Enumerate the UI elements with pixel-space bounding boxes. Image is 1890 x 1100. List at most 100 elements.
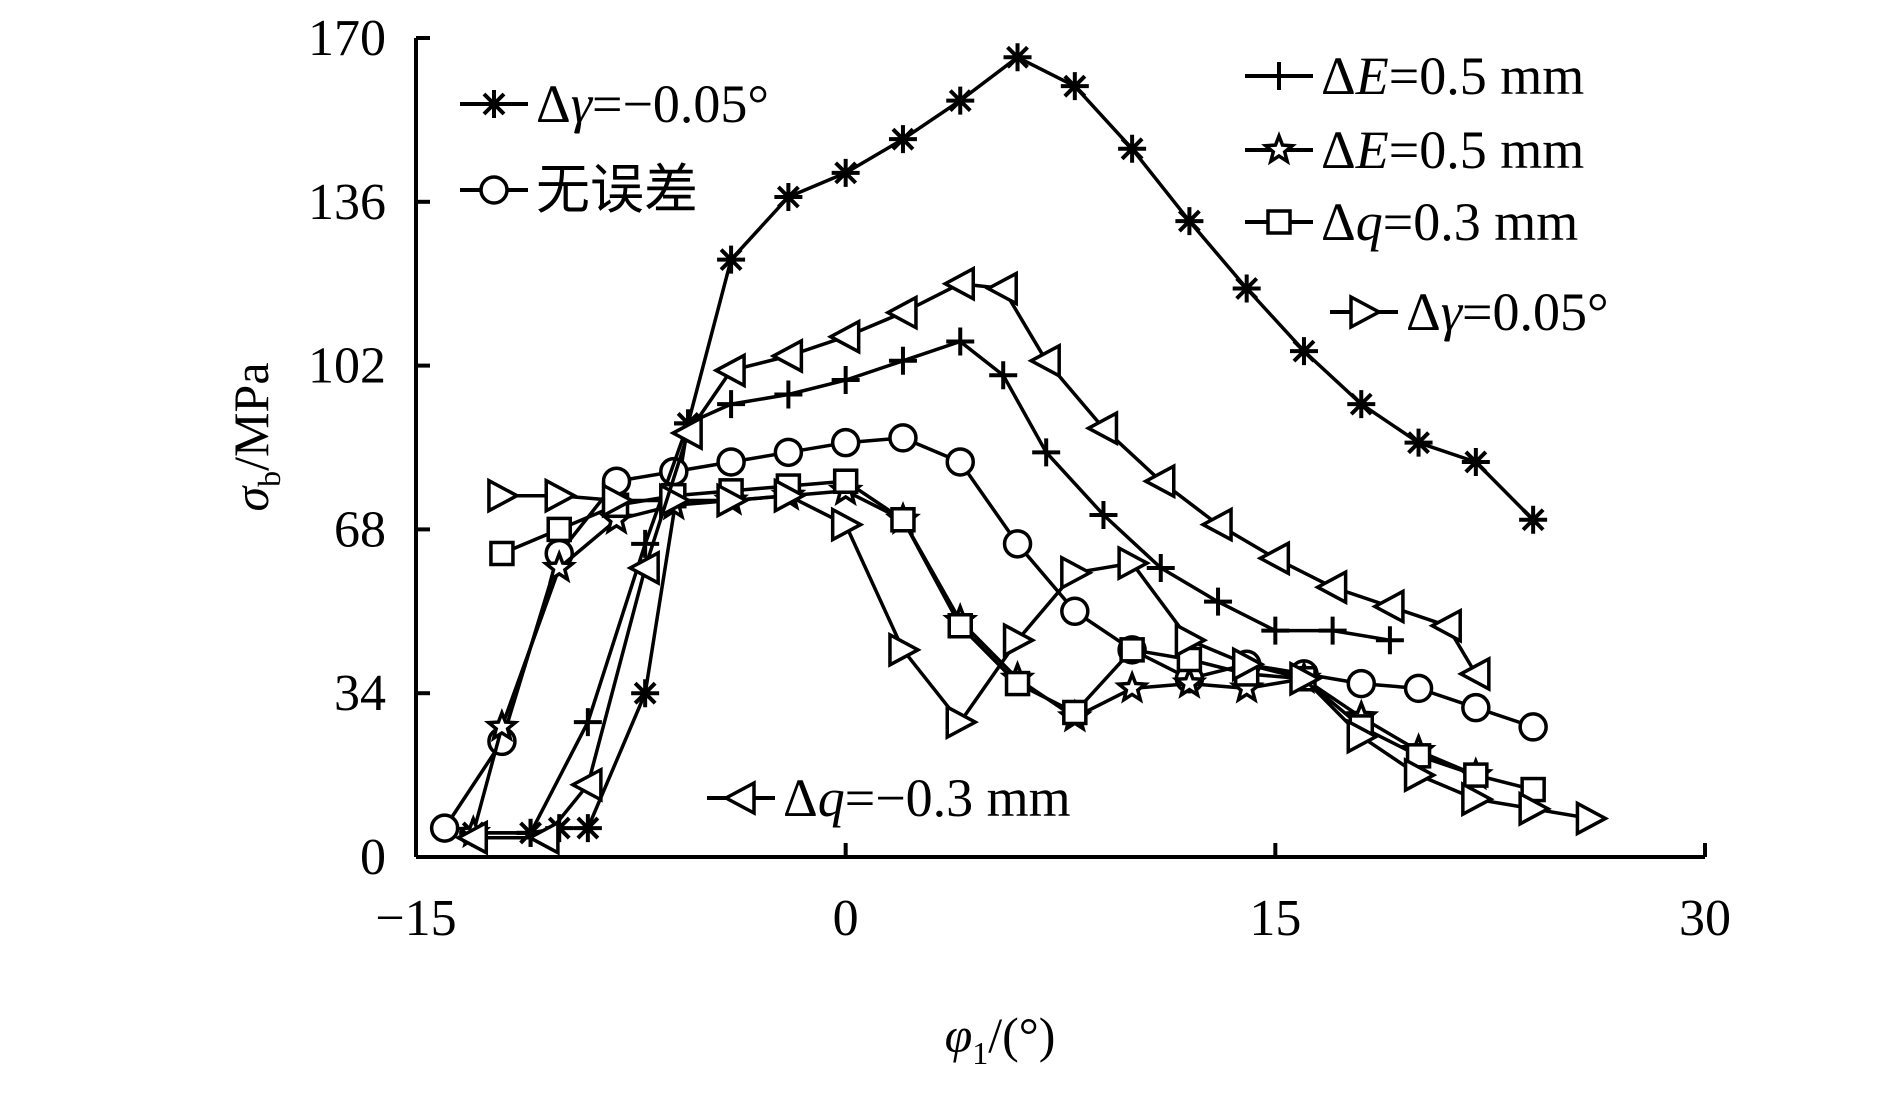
legend-entry: Δγ=−0.05° <box>460 74 769 134</box>
data-point <box>1084 410 1119 447</box>
data-point <box>1171 664 1208 699</box>
data-point <box>831 158 860 187</box>
data-point <box>1261 616 1290 645</box>
data-point <box>1463 762 1489 788</box>
y-tick-label: 102 <box>308 338 386 395</box>
legend-label: Δγ=−0.05° <box>536 74 769 134</box>
data-point <box>1347 390 1376 419</box>
data-point <box>890 507 916 533</box>
data-point <box>1518 712 1548 742</box>
data-point <box>1003 43 1032 72</box>
data-point <box>1089 500 1118 529</box>
data-point <box>1027 342 1061 379</box>
legend: Δγ=−0.05° 无误差 ΔE=0.5 mm ΔE=0.5 mm Δq=0.3 mm Δ… <box>460 46 1609 828</box>
data-point <box>773 437 804 468</box>
data-point <box>946 327 975 356</box>
data-point <box>769 338 804 374</box>
data-point <box>1318 616 1347 645</box>
data-point <box>1461 781 1495 818</box>
data-point <box>541 548 578 584</box>
data-point <box>1461 447 1490 476</box>
legend-label: Δq=0.3 mm <box>1321 192 1578 252</box>
data-point <box>946 86 975 115</box>
data-point <box>888 125 917 154</box>
legend-entry: Δq=0.3 mm <box>1245 192 1578 252</box>
data-point <box>1060 554 1094 591</box>
y-tick-label: 68 <box>334 501 386 558</box>
legend-label: Δq=−0.3 mm <box>783 768 1071 828</box>
data-point <box>1175 207 1204 236</box>
data-point <box>1118 134 1147 163</box>
x-tick-label: 15 <box>1249 890 1301 947</box>
data-point <box>1519 505 1548 534</box>
series-triangle-right <box>487 477 1610 837</box>
legend-marker <box>1261 131 1297 166</box>
data-point <box>631 679 660 708</box>
series-layer <box>429 43 1610 856</box>
y-axis-label-subscript: b <box>251 471 287 487</box>
legend-marker <box>1265 62 1293 90</box>
data-point <box>1289 660 1323 697</box>
data-point <box>573 814 602 843</box>
data-point <box>1346 718 1380 755</box>
data-point <box>1404 428 1433 457</box>
legend-label: 无误差 <box>536 158 698 221</box>
data-point <box>832 468 859 494</box>
data-point <box>1062 699 1088 726</box>
data-point <box>1346 668 1377 699</box>
y-tick-label: 0 <box>360 829 386 886</box>
legend-entry: Δγ=0.05° <box>1330 282 1609 342</box>
y-axis-label: σb/MPa <box>223 362 287 511</box>
data-point <box>1119 637 1145 663</box>
y-tick-label: 136 <box>308 174 386 231</box>
data-point <box>1146 553 1175 582</box>
data-point <box>1256 540 1291 577</box>
data-point <box>888 346 917 375</box>
data-point <box>830 427 861 458</box>
data-point <box>830 506 865 543</box>
series-triangle-left <box>454 265 1491 856</box>
series-line <box>473 281 1478 840</box>
data-point <box>888 631 922 668</box>
data-point <box>489 540 515 567</box>
x-axis-label: φ1/(°) <box>945 1007 1056 1071</box>
x-tick-label: 0 <box>833 890 859 947</box>
data-point <box>941 265 975 302</box>
data-point <box>773 477 808 514</box>
data-point <box>601 482 636 519</box>
data-point <box>1060 72 1089 101</box>
data-point <box>717 245 746 274</box>
data-point <box>1461 692 1491 723</box>
data-point <box>717 390 746 419</box>
data-point <box>712 352 746 389</box>
legend-label: ΔE=0.5 mm <box>1321 46 1584 106</box>
series-plus <box>459 327 1404 847</box>
legend-marker <box>479 175 509 205</box>
legend-entry: Δq=−0.3 mm <box>707 768 1071 828</box>
data-point <box>483 708 520 743</box>
data-point <box>1002 622 1037 659</box>
data-point <box>984 270 1018 307</box>
data-point <box>546 516 572 543</box>
data-point <box>526 819 560 856</box>
data-point <box>1204 587 1233 616</box>
legend-entry: ΔE=0.5 mm <box>1245 46 1584 106</box>
legend-marker <box>722 780 756 816</box>
data-point <box>826 318 861 355</box>
data-point <box>888 423 918 453</box>
data-point <box>1403 673 1434 704</box>
data-point <box>1004 670 1031 697</box>
data-point <box>1060 596 1090 627</box>
data-point <box>1403 757 1438 794</box>
data-point <box>1142 463 1176 500</box>
y-tick-label: 170 <box>308 10 386 67</box>
data-point <box>1231 646 1266 683</box>
data-point <box>1002 529 1033 559</box>
legend-marker <box>1349 294 1383 330</box>
data-point <box>1375 626 1404 655</box>
data-point <box>1575 800 1610 837</box>
y-axis-label-unit: /MPa <box>223 362 279 470</box>
data-point <box>573 708 602 737</box>
